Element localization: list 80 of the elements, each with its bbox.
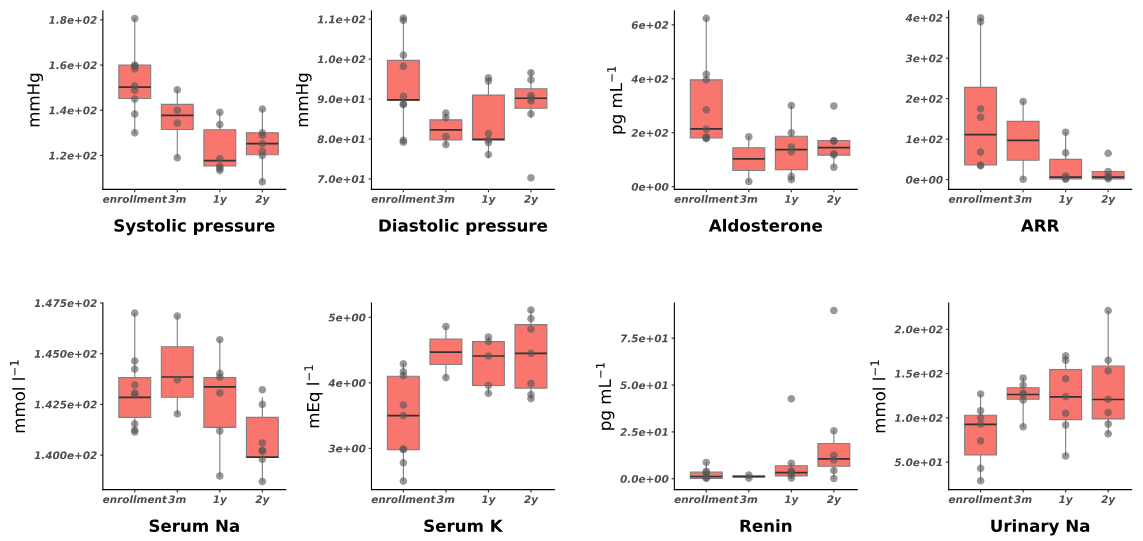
y-axis-title: mmHg bbox=[296, 73, 312, 127]
x-tick-label: 3m bbox=[436, 495, 455, 504]
y-tick-label: 0e+00 bbox=[905, 175, 943, 184]
x-tick-label: 2y bbox=[524, 495, 539, 506]
y-tick-label: 3e+02 bbox=[905, 54, 943, 63]
x-tick-label: 2y bbox=[1101, 195, 1116, 205]
y-tick-label: 1.400e+02 bbox=[34, 451, 97, 460]
x-tick-label: 3m bbox=[1014, 495, 1032, 504]
x-tick-label: 3m bbox=[168, 495, 186, 504]
x-tick-label: enrollment bbox=[103, 194, 168, 203]
y-axis-title: mmol l$^{−1}$ bbox=[870, 360, 886, 433]
x-tick-label: enrollment bbox=[371, 495, 436, 504]
y-tick-label: 2e+02 bbox=[631, 128, 669, 137]
x-tick-label: 1y bbox=[784, 495, 799, 506]
y-tick-label: 2.5e+01 bbox=[620, 428, 668, 436]
x-axis-title: Systolic pressure bbox=[114, 218, 275, 236]
y-tick-label: 9.0e+01 bbox=[317, 95, 365, 104]
y-tick-label: 4e+02 bbox=[905, 13, 943, 22]
x-tick-label: enrollment bbox=[948, 194, 1014, 203]
y-tick-label: 1.475e+02 bbox=[34, 299, 97, 308]
x-tick-label: 1y bbox=[213, 195, 228, 205]
x-axis-title: Serum Na bbox=[149, 519, 239, 533]
y-axis-title: mmHg bbox=[27, 73, 44, 127]
x-tick-label: 2y bbox=[255, 495, 270, 506]
y-tick-label: 1.6e+02 bbox=[49, 61, 97, 70]
y-tick-label: 5.0e+01 bbox=[620, 381, 668, 390]
x-tick-label: 3m bbox=[739, 195, 758, 203]
y-tick-label: 1.0e+02 bbox=[317, 55, 366, 64]
x-tick-label: 3m bbox=[739, 495, 758, 504]
y-tick-label: 1.5e+02 bbox=[894, 369, 943, 378]
x-axis-title: Renin bbox=[740, 519, 792, 533]
y-tick-label: 5.0e+01 bbox=[894, 458, 942, 467]
x-tick-label: 1y bbox=[1059, 195, 1074, 205]
y-tick-label: 2.0e+02 bbox=[894, 325, 943, 334]
y-tick-label: 1.425e+02 bbox=[34, 400, 97, 409]
y-tick-label: 4e+00 bbox=[328, 379, 366, 387]
y-tick-label: 3e+00 bbox=[328, 444, 366, 453]
x-tick-label: 2y bbox=[255, 195, 270, 205]
x-tick-label: 1y bbox=[481, 495, 496, 506]
x-tick-label: enrollment bbox=[948, 495, 1014, 504]
y-tick-label: 2e+02 bbox=[905, 94, 943, 103]
x-tick-label: enrollment bbox=[674, 495, 739, 504]
x-tick-label: 2y bbox=[524, 195, 539, 205]
y-tick-label: 5e+00 bbox=[328, 313, 366, 322]
y-tick-label: 1.1e+02 bbox=[317, 15, 366, 24]
y-tick-label: 6e+02 bbox=[631, 21, 669, 29]
x-axis-title: ARR bbox=[1020, 219, 1060, 232]
y-axis-title: pg mL$^{−1}$ bbox=[596, 362, 615, 430]
x-tick-label: 1y bbox=[1059, 495, 1074, 506]
x-tick-label: 2y bbox=[826, 495, 842, 506]
x-tick-label: 2y bbox=[826, 195, 842, 205]
y-tick-label: 0e+00 bbox=[631, 182, 669, 191]
y-tick-label: 1.0e+02 bbox=[894, 414, 943, 422]
y-axis-title: mEq l$^{−1}$ bbox=[304, 365, 323, 428]
y-tick-label: 1e+02 bbox=[906, 135, 943, 144]
y-tick-label: 0.0e+00 bbox=[620, 474, 669, 483]
x-axis-title: Serum K bbox=[424, 519, 504, 533]
x-tick-label: 2y bbox=[1101, 495, 1116, 506]
y-tick-label: 4e+02 bbox=[631, 75, 669, 83]
y-axis-title: pg mL$^{−1}$ bbox=[607, 66, 626, 134]
x-tick-label: enrollment bbox=[371, 194, 436, 203]
y-tick-label: 1.8e+02 bbox=[49, 16, 97, 24]
y-tick-label: 1.2e+02 bbox=[49, 151, 97, 160]
x-tick-label: 3m bbox=[1014, 195, 1032, 203]
x-tick-label: 3m bbox=[436, 195, 455, 203]
x-tick-label: 1y bbox=[481, 195, 496, 205]
y-tick-label: 7.0e+01 bbox=[317, 175, 365, 184]
x-tick-label: enrollment bbox=[103, 495, 168, 504]
y-tick-label: 8.0e+01 bbox=[317, 135, 365, 144]
x-axis-title: Diastolic pressure bbox=[379, 218, 548, 236]
x-axis-title: Aldosterone bbox=[708, 218, 823, 232]
x-tick-label: 3m bbox=[168, 195, 186, 203]
y-tick-label: 1.450e+02 bbox=[34, 349, 97, 358]
x-tick-label: 1y bbox=[784, 195, 799, 205]
y-axis-title: mmol l$^{−1}$ bbox=[10, 360, 26, 433]
x-axis-title: Urinary Na bbox=[991, 519, 1090, 536]
x-tick-label: 1y bbox=[213, 495, 228, 506]
y-tick-label: 1.4e+02 bbox=[49, 106, 97, 115]
x-tick-label: enrollment bbox=[674, 194, 739, 203]
y-tick-label: 7.5e+01 bbox=[620, 334, 668, 343]
